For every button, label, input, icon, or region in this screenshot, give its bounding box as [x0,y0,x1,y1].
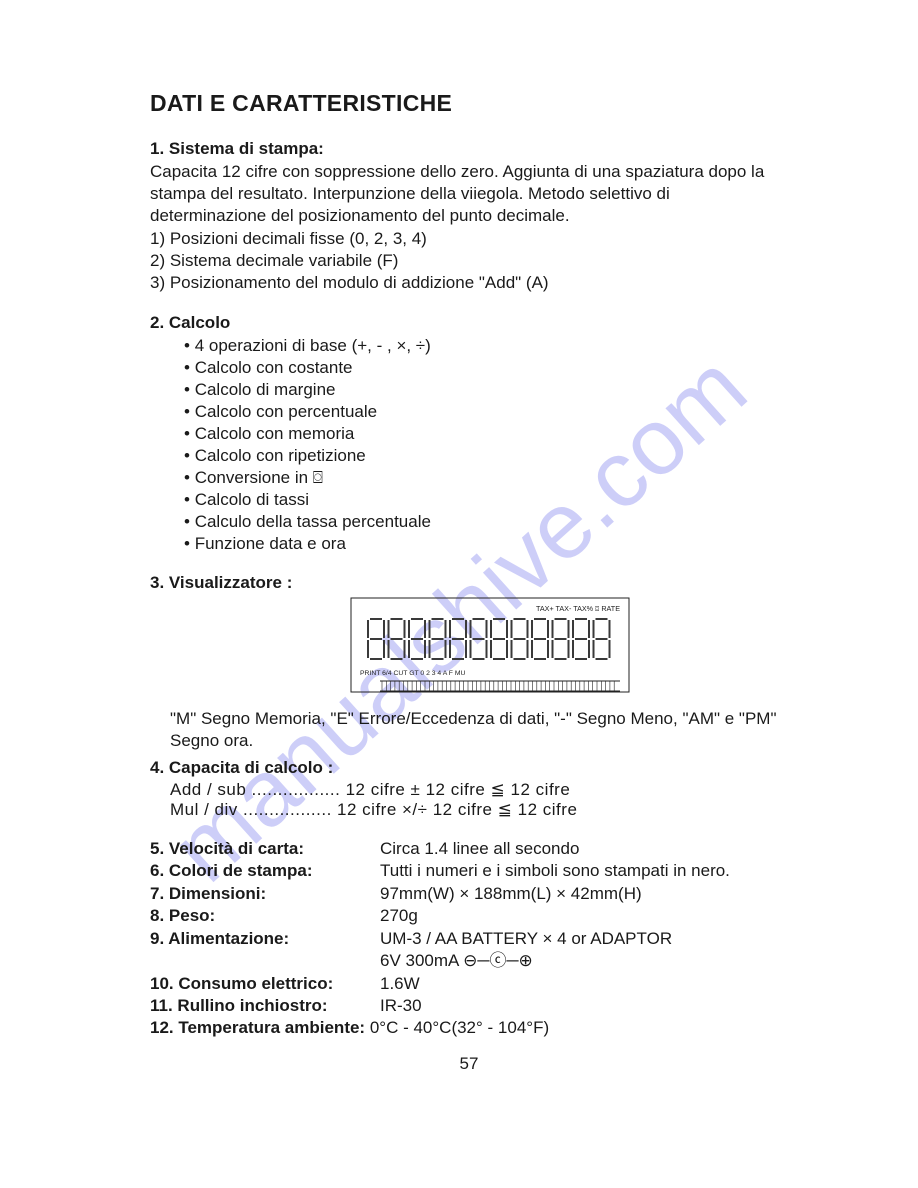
section-4-heading: 4. Capacita di calcolo : [150,758,788,778]
spec-label-5: 5. Velocità di carta: [150,838,380,860]
spec-label-6: 6. Colori de stampa: [150,860,380,882]
section-1-list: 1) Posizioni decimali fisse (0, 2, 3, 4)… [150,228,788,294]
section-3-heading: 3. Visualizzatore : [150,573,788,593]
section-1-item: 1) Posizioni decimali fisse (0, 2, 3, 4) [150,228,788,250]
spec-value-9a: UM-3 / AA BATTERY × 4 or ADAPTOR [380,929,672,948]
spec-label-12: 12. Temperatura ambiente: [150,1018,365,1037]
section-1-heading: 1. Sistema di stampa: [150,139,788,159]
spec-label-7: 7. Dimensioni: [150,883,380,905]
spec-label-10: 10. Consumo elettrico: [150,973,380,995]
spec-label-9: 9. Alimentazione: [150,928,380,950]
calc-item: Calcolo di margine [184,379,788,401]
display-note: "M" Segno Memoria, "E" Errore/Eccedenza … [170,708,788,752]
calc-item: Calcolo con ripetizione [184,445,788,467]
calc-item: Conversione in ⌼ [184,467,788,489]
spec-label-8: 8. Peso: [150,905,380,927]
calc-item: 4 operazioni di base (+, - , ×, ÷) [184,335,788,357]
section-3: 3. Visualizzatore : TAX+ TAX- TAX% ⌼ RAT… [150,573,788,752]
section-2-list: 4 operazioni di base (+, - , ×, ÷) Calco… [184,335,788,556]
svg-text:PRINT 6/4 CUT GT: PRINT 6/4 CUT GT 0 2 3 4 A F MU [360,670,465,677]
calc-item: Funzione data e ora [184,533,788,555]
spec-value-11: IR-30 [380,996,422,1015]
section-1-item: 2) Sistema decimale variabile (F) [150,250,788,272]
section-1-item: 3) Posizionamento del modulo di addizion… [150,272,788,294]
lcd-svg: TAX+ TAX- TAX% ⌼ RATE PRINT 6/4 CUT GT 0… [350,597,630,693]
spec-value-8: 270g [380,906,418,925]
calc-item: Calcolo di tassi [184,489,788,511]
page-number: 57 [150,1054,788,1074]
spec-value-12: 0°C - 40°C(32° - 104°F) [365,1018,549,1037]
calc-item: Calcolo con memoria [184,423,788,445]
spec-value-6: Tutti i numeri e i simboli sono stampati… [380,861,730,880]
calc-item: Calcolo con costante [184,357,788,379]
calc-item: Calcolo con percentuale [184,401,788,423]
capacity-row: Add / sub ................. 12 cifre ± 1… [170,780,788,800]
spec-value-10: 1.6W [380,974,420,993]
capacity-row: Mul / div ................. 12 cifre ×/÷… [170,800,788,820]
calc-item: Calculo della tassa percentuale [184,511,788,533]
display-diagram: TAX+ TAX- TAX% ⌼ RATE PRINT 6/4 CUT GT 0… [350,597,630,698]
section-1: 1. Sistema di stampa: Capacita 12 cifre … [150,139,788,295]
spec-label-11: 11. Rullino inchiostro: [150,995,380,1017]
section-2-heading: 2. Calcolo [150,313,788,333]
specs-block: 5. Velocità di carta:Circa 1.4 linee all… [150,838,788,1040]
section-1-body: Capacita 12 cifre con soppressione dello… [150,161,788,226]
page-title: DATI E CARATTERISTICHE [150,90,788,117]
page-content: DATI E CARATTERISTICHE 1. Sistema di sta… [0,0,918,1074]
spec-value-9b: 6V 300mA ⊖─ⓒ─⊕ [380,951,533,970]
spec-value-7: 97mm(W) × 188mm(L) × 42mm(H) [380,884,642,903]
svg-text:TAX+ TAX- TAX% ⌼ RATE: TAX+ TAX- TAX% ⌼ RATE [536,604,620,613]
section-2: 2. Calcolo 4 operazioni di base (+, - , … [150,313,788,556]
section-4: 4. Capacita di calcolo : Add / sub .....… [150,758,788,820]
spec-value-5: Circa 1.4 linee all secondo [380,839,579,858]
